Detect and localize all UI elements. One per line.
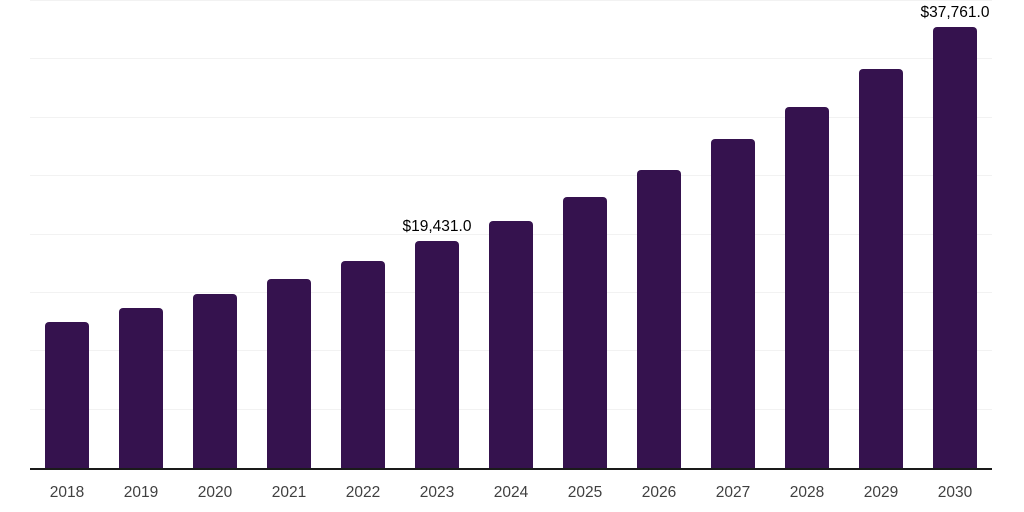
x-tick-label-2025: 2025 xyxy=(567,484,603,501)
bar-slot-2024 xyxy=(474,1,548,468)
bar-2022 xyxy=(341,261,385,468)
bar-2026 xyxy=(637,170,681,468)
x-tick-label-2026: 2026 xyxy=(641,484,677,501)
x-axis-labels: 2018 2019 2020 2021 2022 2023 2024 2025 2026 2027… xyxy=(30,472,992,501)
bar-slot-2020 xyxy=(178,1,252,468)
bar-2018 xyxy=(45,322,89,468)
x-tick-label-2020: 2020 xyxy=(197,484,233,501)
bar-slot-2019 xyxy=(104,1,178,468)
bar-slot-2022 xyxy=(326,1,400,468)
gridline xyxy=(30,116,992,118)
bar-2029 xyxy=(859,69,903,468)
bar-2023 xyxy=(415,241,459,468)
bar-slot-2029 xyxy=(844,1,918,468)
bar-2019 xyxy=(119,308,163,468)
x-tick-label-2019: 2019 xyxy=(123,484,159,501)
gridline xyxy=(30,0,992,1)
bar-slot-2025 xyxy=(548,1,622,468)
bar-2027 xyxy=(711,139,755,468)
bar-slot-2027 xyxy=(696,1,770,468)
data-label-2030: $37,761.0 xyxy=(920,3,990,21)
bar-slot-2028 xyxy=(770,1,844,468)
bar-2028 xyxy=(785,107,829,468)
bar-2024 xyxy=(489,220,533,468)
gridline xyxy=(30,58,992,60)
x-tick-label-2018: 2018 xyxy=(49,484,85,501)
bars-row: $19,431.0 $37,761.0 xyxy=(30,1,992,468)
x-tick-label-2021: 2021 xyxy=(271,484,307,501)
plot-area: $19,431.0 $37,761.0 xyxy=(30,0,992,470)
bar-slot-2021 xyxy=(252,1,326,468)
bar-2025 xyxy=(563,196,607,468)
bar-2021 xyxy=(267,278,311,468)
bar-slot-2026 xyxy=(622,1,696,468)
bar-slot-2018 xyxy=(30,1,104,468)
x-tick-label-2027: 2027 xyxy=(715,484,751,501)
x-tick-label-2028: 2028 xyxy=(789,484,825,501)
x-tick-label-2030: 2030 xyxy=(937,484,973,501)
bar-slot-2030: $37,761.0 xyxy=(918,1,992,468)
bar-2030 xyxy=(933,27,977,468)
x-tick-label-2022: 2022 xyxy=(345,484,381,501)
x-tick-label-2029: 2029 xyxy=(863,484,899,501)
gridline xyxy=(30,175,992,177)
data-label-2023: $19,431.0 xyxy=(402,217,472,235)
x-tick-label-2024: 2024 xyxy=(493,484,529,501)
bar-2020 xyxy=(193,294,237,468)
x-tick-label-2023: 2023 xyxy=(419,484,455,501)
bar-slot-2023: $19,431.0 xyxy=(400,1,474,468)
